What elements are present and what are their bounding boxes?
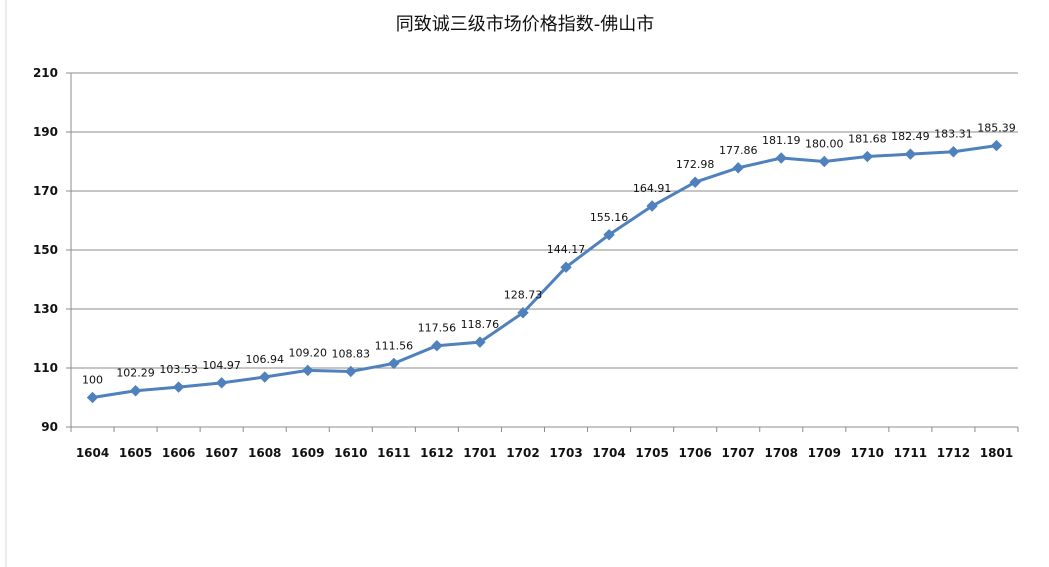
y-tick-label: 110 <box>33 361 58 375</box>
data-label: 183.31 <box>934 128 973 141</box>
y-tick-label: 90 <box>41 420 58 434</box>
data-label: 181.68 <box>848 133 887 146</box>
x-tick-label: 1702 <box>506 446 539 460</box>
series-line <box>86 139 1003 404</box>
x-tick-label: 1607 <box>205 446 238 460</box>
data-label: 117.56 <box>418 322 457 335</box>
data-label: 155.16 <box>590 211 629 224</box>
data-point-marker <box>215 377 228 389</box>
x-tick-label: 1610 <box>334 446 367 460</box>
data-point-marker <box>517 307 529 319</box>
chart-title: 同致诚三级市场价格指数-佛山市 <box>396 14 655 35</box>
data-point-marker <box>474 336 486 348</box>
data-point-marker <box>775 152 787 164</box>
data-label: 181.19 <box>762 134 801 147</box>
data-point-marker <box>302 364 314 377</box>
data-point-marker <box>646 200 658 212</box>
data-label: 164.91 <box>633 182 672 195</box>
data-label: 177.86 <box>719 144 758 157</box>
data-label: 144.17 <box>547 243 586 256</box>
y-tick-label: 190 <box>33 125 58 139</box>
x-tick-label: 1706 <box>678 446 711 460</box>
x-tick-label: 1712 <box>937 446 970 460</box>
x-tick-label: 1705 <box>635 446 668 460</box>
x-tick-label: 1701 <box>463 446 496 460</box>
data-labels: 100 102.29 103.53 104.97 106.94 109.20 108.83 1… <box>82 122 1016 387</box>
data-label: 185.39 <box>977 122 1016 135</box>
x-tick-label: 1608 <box>248 446 281 460</box>
data-point-marker <box>86 391 99 404</box>
data-label: 104.97 <box>202 359 241 372</box>
data-label: 180.00 <box>805 138 844 151</box>
data-label: 182.49 <box>891 130 930 143</box>
x-tick-label: 1606 <box>162 446 195 460</box>
x-tick-label: 1703 <box>549 446 582 460</box>
data-point-marker <box>861 150 874 163</box>
data-label: 100 <box>82 374 103 387</box>
data-point-marker <box>689 176 701 188</box>
data-point-marker <box>258 371 271 383</box>
x-tick-label: 1612 <box>420 446 453 460</box>
data-label: 102.29 <box>116 367 155 380</box>
data-point-marker <box>388 357 400 370</box>
x-tick-label: 1801 <box>980 446 1013 460</box>
data-label: 103.53 <box>159 363 198 376</box>
x-tick-label: 1704 <box>592 446 625 460</box>
data-point-marker <box>603 229 615 241</box>
y-tick-label: 210 <box>33 66 58 80</box>
data-point-marker <box>560 261 572 273</box>
gridlines <box>71 72 1018 369</box>
data-point-marker <box>732 162 744 174</box>
data-label: 109.20 <box>289 346 328 359</box>
series-polyline <box>92 144 997 399</box>
data-point-marker <box>172 381 185 393</box>
x-tick-label: 1710 <box>851 446 884 460</box>
data-label: 111.56 <box>375 339 414 352</box>
x-tick-label: 1604 <box>76 446 109 460</box>
axes: 90 110 130 150 170 190 210 1604 1605 1606 1607 1608… <box>33 66 1019 460</box>
x-tick-label: 1611 <box>377 446 410 460</box>
data-point-marker <box>904 148 917 160</box>
x-tick-label: 1609 <box>291 446 324 460</box>
y-tick-label: 130 <box>33 302 58 316</box>
x-tick-label: 1708 <box>765 446 798 460</box>
y-tick-label: 170 <box>33 184 58 198</box>
y-tick-label: 150 <box>33 243 58 257</box>
x-tick-label: 1709 <box>808 446 841 460</box>
data-point-marker <box>818 155 831 168</box>
x-tick-label: 1711 <box>894 446 927 460</box>
data-point-marker <box>990 139 1003 152</box>
x-tick-label: 1707 <box>722 446 755 460</box>
data-label: 108.83 <box>332 347 371 360</box>
data-label: 128.73 <box>504 289 543 302</box>
data-point-marker <box>431 339 443 352</box>
data-label: 172.98 <box>676 158 715 171</box>
data-label: 118.76 <box>461 318 500 331</box>
data-point-marker <box>947 146 960 158</box>
data-point-marker <box>345 365 357 378</box>
data-label: 106.94 <box>245 353 284 366</box>
data-point-marker <box>129 385 142 397</box>
x-tick-label: 1605 <box>119 446 152 460</box>
